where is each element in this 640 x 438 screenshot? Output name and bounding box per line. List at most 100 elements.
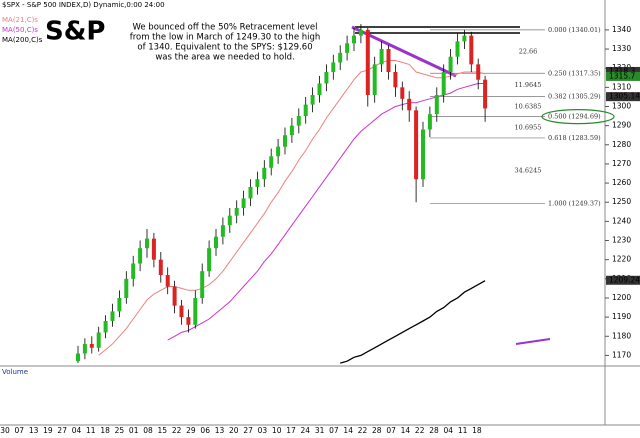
x-tick-label: 08 xyxy=(143,426,153,435)
y-tick-label: 1180 xyxy=(612,331,631,340)
x-tick-label: 18 xyxy=(100,426,110,435)
price-marker-label: 1315.7 xyxy=(609,71,635,80)
candle-body xyxy=(303,104,308,117)
candle-body xyxy=(414,110,419,180)
legend-label: MA(21,C)s xyxy=(2,16,38,24)
candle-body xyxy=(483,79,488,109)
y-tick-label: 1270 xyxy=(612,159,631,168)
annotation: was the area we needed to hold. xyxy=(155,53,294,63)
x-tick-label: 22 xyxy=(358,426,368,435)
candle-body xyxy=(110,311,115,321)
x-tick-label: 28 xyxy=(372,426,382,435)
candle-body xyxy=(324,72,329,84)
candle-body xyxy=(214,236,218,249)
candle-body xyxy=(269,156,274,168)
fib-label: 0.250 (1317.35) xyxy=(548,69,601,77)
x-tick-label: 11 xyxy=(458,426,468,435)
candle-body xyxy=(186,317,191,325)
x-tick-label: 24 xyxy=(301,426,311,435)
candle-body xyxy=(220,225,225,237)
y-tick-label: 1240 xyxy=(612,216,631,225)
fib-span-label: 10.6385 xyxy=(515,103,542,111)
candle-body xyxy=(379,49,384,65)
header: $SPX - S&P 500 INDEX,D) Dynamic,0:00 24:… xyxy=(2,1,165,9)
price-marker-label: 1305.14 xyxy=(609,92,640,101)
candle-body xyxy=(82,343,87,354)
x-tick-label: 04 xyxy=(444,426,454,435)
x-tick-label: 29 xyxy=(186,426,196,435)
fib-label: 0.500 (1294.69) xyxy=(548,113,601,121)
candle-body xyxy=(427,114,432,130)
candle-body xyxy=(400,87,405,99)
candle-body xyxy=(317,83,322,95)
candle-body xyxy=(193,297,198,325)
candle-body xyxy=(179,305,184,318)
x-tick-label: 25 xyxy=(115,426,125,435)
fib-label: 0.618 (1283.59) xyxy=(548,134,601,142)
price-marker xyxy=(606,66,640,76)
candle-body xyxy=(434,95,439,115)
fib-label: 1.000 (1249.37) xyxy=(548,199,601,207)
y-tick-label: 1260 xyxy=(612,178,631,187)
candle-body xyxy=(331,62,336,73)
y-tick-label: 1230 xyxy=(612,236,631,245)
candle-body xyxy=(421,129,425,180)
x-tick-label: 07 xyxy=(386,426,396,435)
x-tick-label: 22 xyxy=(415,426,425,435)
candle-body xyxy=(96,332,101,348)
candle-body xyxy=(441,72,446,95)
candle-body xyxy=(455,41,460,57)
candle-body xyxy=(207,248,212,272)
candle-body xyxy=(276,146,281,157)
price-marker-label: 1209.24 xyxy=(609,275,640,284)
x-tick-label: 03 xyxy=(258,426,268,435)
candle-body xyxy=(386,49,391,73)
y-tick-label: 1310 xyxy=(612,82,631,91)
candle-body xyxy=(165,275,170,287)
candle-body xyxy=(248,186,253,199)
ma-line xyxy=(167,83,486,341)
candle-body xyxy=(283,135,287,147)
y-tick-label: 1170 xyxy=(612,350,631,359)
fib-span-label: 22.66 xyxy=(519,48,538,56)
y-tick-label: 1340 xyxy=(612,25,631,34)
candle-body xyxy=(358,29,363,36)
x-tick-label: 27 xyxy=(243,426,253,435)
x-tick-label: 17 xyxy=(286,426,296,435)
x-tick-label: 19 xyxy=(43,426,53,435)
x-tick-label: 22 xyxy=(172,426,182,435)
annotation: of 1340. Equivalent to the SPYS: $129.60 xyxy=(137,43,312,53)
x-tick-label: 14 xyxy=(401,426,411,435)
candle-body xyxy=(372,64,377,95)
y-tick-label: 1300 xyxy=(612,101,631,110)
x-tick-label: 13 xyxy=(29,426,39,435)
y-tick-label: 1190 xyxy=(612,312,631,321)
price-marker xyxy=(606,275,640,285)
candle-body xyxy=(227,215,232,226)
ma-line xyxy=(98,60,486,356)
candle-body xyxy=(352,35,356,44)
candle-body xyxy=(462,35,467,42)
candle-body xyxy=(172,286,177,306)
x-tick-label: 13 xyxy=(215,426,225,435)
ma-line xyxy=(340,280,486,364)
legend-label: MA(50,C)s xyxy=(2,26,38,34)
chart-title: S&P xyxy=(45,17,105,47)
candle-body xyxy=(138,248,143,264)
fib-span-label: 10.6955 xyxy=(515,123,542,131)
y-tick-label: 1250 xyxy=(612,197,631,206)
candle-body xyxy=(234,207,239,216)
candle-body xyxy=(103,320,108,333)
highlight-ellipse xyxy=(541,109,615,125)
candle-body xyxy=(89,343,94,348)
x-tick-label: 10 xyxy=(272,426,282,435)
annotation: from the low in March of 1249.30 to the … xyxy=(130,33,321,43)
candle-body xyxy=(338,52,343,63)
fib-label: 0.382 (1305.29) xyxy=(548,92,601,100)
price-marker xyxy=(606,92,640,102)
candle-body xyxy=(365,29,370,96)
y-tick-label: 1330 xyxy=(612,44,631,53)
x-tick-label: 27 xyxy=(57,426,67,435)
